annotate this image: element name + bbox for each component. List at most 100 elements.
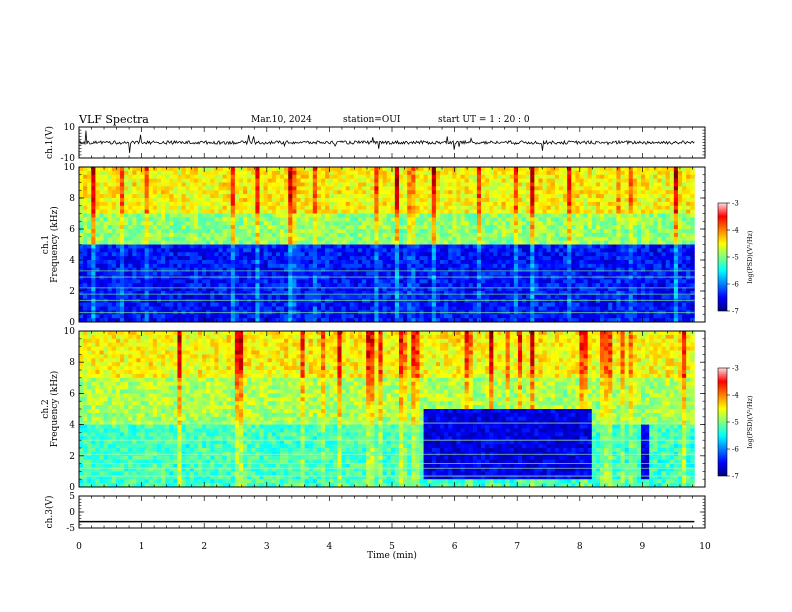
spec-cell (567, 229, 572, 234)
spec-cell (522, 209, 527, 214)
spec-cell (517, 252, 523, 257)
spec-cell (370, 167, 375, 172)
spec-cell (337, 194, 342, 199)
spec-cell (366, 182, 371, 187)
spec-cell (140, 291, 146, 296)
spec-cell (95, 244, 100, 249)
spec-cell (403, 279, 408, 284)
spec-cell (132, 248, 137, 253)
spec-cell (366, 201, 371, 207)
spec-cell (448, 236, 453, 242)
spec-cell (415, 252, 420, 257)
spec-cell (394, 186, 400, 191)
spec-cell (169, 232, 174, 238)
spec-cell (398, 302, 404, 307)
spec-cell (312, 240, 318, 245)
spec-cell (275, 174, 281, 180)
spec-cell (156, 201, 162, 207)
spec-cell (206, 248, 211, 253)
spec-cell (185, 306, 191, 311)
spec-cell (431, 244, 437, 249)
spec-cell (185, 217, 191, 222)
spec-cell (398, 221, 404, 226)
spec-cell (468, 198, 474, 203)
spec-cell (550, 263, 556, 269)
spec-cell (587, 182, 593, 187)
spec-cell (353, 167, 359, 172)
spec-cell (226, 190, 232, 195)
spec-cell (349, 186, 355, 191)
spec-cell (259, 298, 265, 304)
spec-cell (87, 217, 92, 222)
spec-cell (571, 287, 576, 292)
spec-cell (128, 267, 133, 273)
spec-cell (431, 190, 437, 195)
spec-cell (288, 291, 293, 296)
spec-cell (255, 167, 260, 172)
spec-cell (489, 298, 494, 304)
spec-cell (152, 263, 158, 269)
spec-cell (370, 252, 375, 257)
spec-cell (107, 298, 113, 304)
spec-cell (464, 236, 470, 242)
spec-cell (509, 263, 515, 269)
spec-cell (464, 217, 470, 222)
spec-cell (509, 232, 515, 238)
spec-cell (234, 167, 240, 172)
spec-cell (485, 263, 490, 269)
spec-cell (169, 194, 174, 199)
spec-cell (415, 240, 420, 245)
spec-cell (238, 271, 244, 276)
spec-cell (481, 186, 486, 191)
spec-cell (497, 314, 502, 319)
spec-cell (382, 182, 388, 187)
spec-cell (144, 236, 150, 242)
spec-cell (206, 271, 211, 276)
spec-cell (530, 209, 535, 214)
spec-cell (390, 314, 396, 319)
spec-cell (374, 198, 379, 203)
spec-cell (103, 260, 109, 265)
spec-cell (583, 244, 589, 249)
spec-cell (419, 178, 424, 183)
spec-cell (563, 201, 568, 207)
spec-cell (345, 240, 351, 245)
spec-cell (189, 174, 195, 180)
spec-cell (222, 306, 228, 311)
spec-cell (538, 256, 543, 261)
spec-cell (165, 306, 170, 311)
spec-cell (538, 182, 543, 187)
spec-cell (95, 229, 100, 234)
spec-cell (308, 298, 314, 304)
spec-cell (431, 201, 437, 207)
spec-cell (206, 186, 211, 191)
spec-cell (284, 298, 289, 304)
spec-cell (558, 287, 564, 292)
spec-cell (390, 252, 396, 257)
spec-cell (132, 271, 137, 276)
spec-cell (341, 190, 347, 195)
spec-cell (189, 178, 195, 183)
spec-cell (136, 236, 141, 242)
spec-cell (390, 213, 396, 218)
spec-cell (362, 190, 367, 195)
spec-cell (522, 275, 527, 280)
spec-cell (427, 314, 433, 319)
spec-cell (169, 244, 174, 249)
spec-cell (144, 229, 150, 234)
spec-cell (152, 190, 158, 195)
spec-cell (243, 225, 248, 230)
spec-cell (456, 256, 461, 261)
spec-cell (460, 260, 466, 265)
spec-cell (312, 306, 318, 311)
spec-cell (485, 170, 490, 176)
spec-cell (427, 178, 433, 183)
spec-cell (468, 225, 474, 230)
spec-cell (489, 190, 494, 195)
spec-cell (468, 302, 474, 307)
spec-cell (550, 170, 556, 176)
spec-cell (300, 306, 306, 311)
spec-cell (321, 198, 326, 203)
spec-cell (222, 198, 228, 203)
spec-cell (349, 232, 355, 238)
